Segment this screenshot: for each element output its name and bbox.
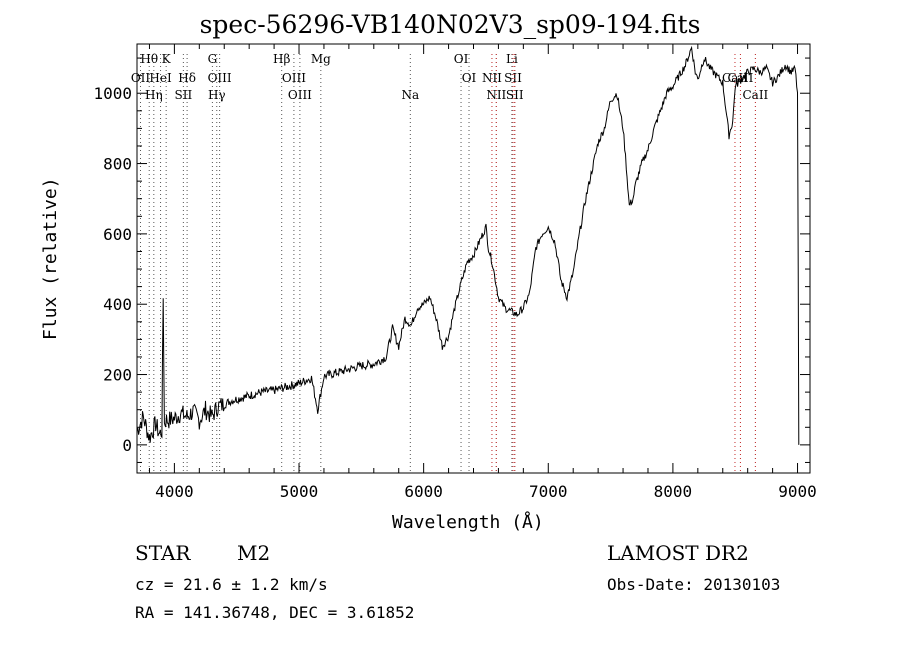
spectrum-line [136, 45, 800, 445]
line-label: SII [175, 88, 193, 102]
x-tick-label: 7000 [529, 482, 568, 501]
y-tick-label: 600 [103, 225, 132, 244]
survey-label: LAMOST DR2 [607, 541, 749, 565]
line-label: OII [131, 71, 151, 85]
line-label: Hη [145, 88, 163, 102]
line-label: OIII [288, 88, 312, 102]
y-tick-label: 400 [103, 295, 132, 314]
y-tick-label: 1000 [93, 84, 132, 103]
line-label: OIII [282, 71, 306, 85]
y-tick-label: 0 [122, 436, 132, 455]
x-tick-label: 8000 [654, 482, 693, 501]
line-label: OI [454, 52, 469, 66]
x-tick-label: 9000 [778, 482, 817, 501]
x-tick-label: 6000 [404, 482, 443, 501]
line-label: OIII [208, 71, 232, 85]
plot-frame [136, 43, 811, 474]
y-tick-label: 200 [103, 366, 132, 385]
object-class: STAR [135, 541, 191, 565]
line-label: Hβ [273, 52, 290, 66]
coordinates-readout: RA = 141.36748, DEC = 3.61852 [135, 603, 415, 622]
line-label: Li [506, 52, 518, 66]
line-label: Hγ [208, 88, 226, 102]
obs-date: Obs-Date: 20130103 [607, 575, 781, 594]
line-label: K [162, 52, 172, 66]
line-label: Na [401, 88, 419, 102]
line-label: G [208, 52, 218, 66]
redshift-readout: cz = 21.6 ± 1.2 km/s [135, 575, 328, 594]
y-tick-label: 800 [103, 155, 132, 174]
x-axis-label: Wavelength (Å) [392, 512, 544, 533]
line-label: Hδ [178, 71, 196, 85]
x-tick-label: 5000 [280, 482, 319, 501]
line-label: Mg [311, 52, 331, 66]
object-subclass: M2 [237, 541, 271, 565]
line-label: OI [462, 71, 477, 85]
line-label: HeI [149, 71, 172, 85]
x-tick-label: 4000 [155, 482, 194, 501]
line-label: Hθ [140, 52, 158, 66]
chart-title: spec-56296-VB140N02V3_sp09-194.fits [199, 10, 701, 39]
